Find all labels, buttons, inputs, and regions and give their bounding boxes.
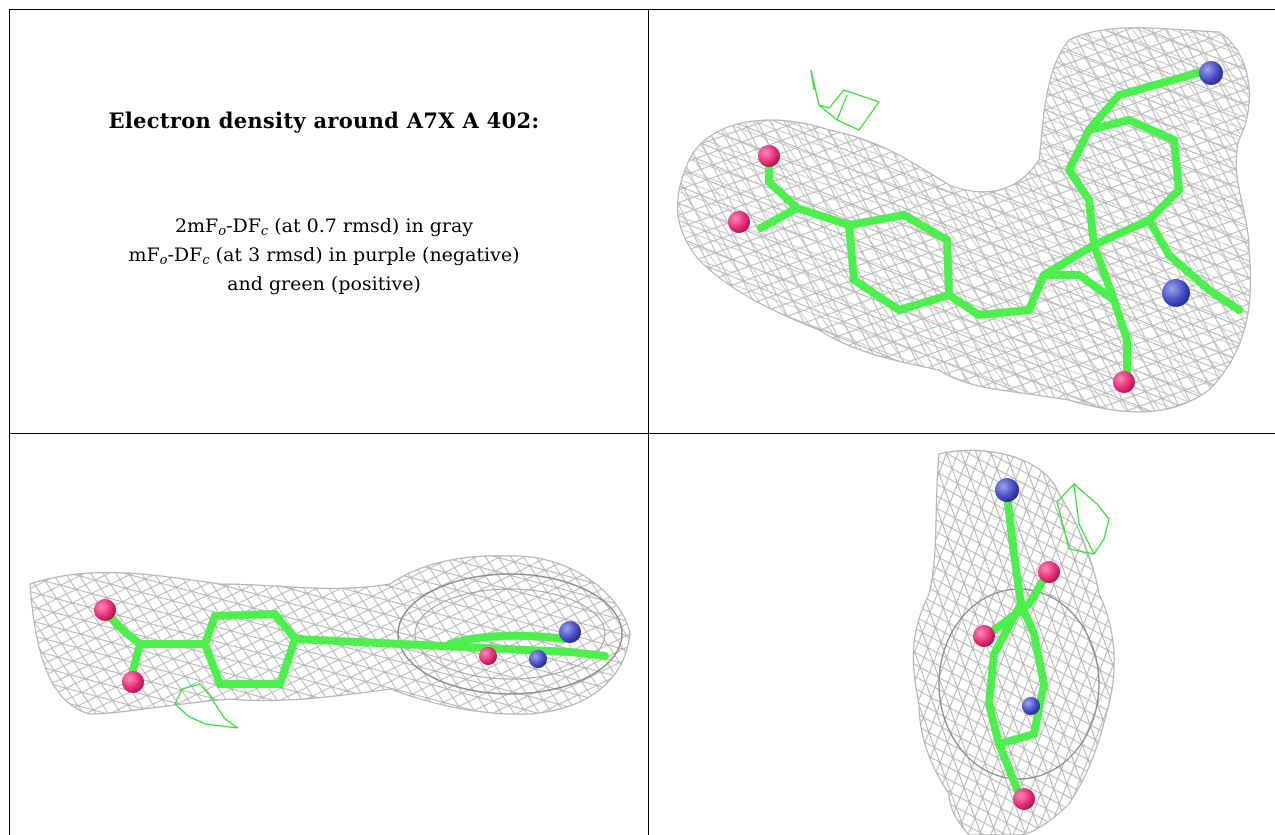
oxygen-atom bbox=[728, 211, 750, 233]
legend-line-colors: and green (positive) bbox=[227, 273, 421, 295]
grid-middle-divider bbox=[9, 433, 1275, 434]
gray-density-mesh bbox=[912, 449, 1115, 835]
ligand-sticks bbox=[984, 490, 1051, 798]
nitrogen-atom bbox=[995, 478, 1019, 502]
oxygen-atom bbox=[973, 625, 995, 647]
caption-legend: 2mFo-DFc (at 0.7 rmsd) in gray mFo-DFc (… bbox=[10, 212, 648, 299]
oxygen-atom bbox=[94, 599, 116, 621]
oxygen-atom bbox=[122, 671, 144, 693]
grid-center-divider bbox=[648, 9, 649, 835]
caption-cell: Electron density around A7X A 402: 2mFo-… bbox=[10, 10, 648, 433]
ligand-sticks bbox=[101, 608, 609, 688]
atoms bbox=[728, 61, 1223, 393]
grid-left-border bbox=[9, 9, 10, 835]
ligand-sticks bbox=[757, 66, 1243, 382]
oxygen-atom bbox=[1113, 371, 1135, 393]
nitrogen-atom bbox=[1162, 279, 1190, 307]
nitrogen-atom bbox=[1022, 697, 1040, 715]
green-positive-mesh bbox=[174, 683, 239, 729]
side-view-render bbox=[29, 555, 631, 729]
gray-density-mesh bbox=[29, 555, 631, 715]
oxygen-atom bbox=[1038, 561, 1060, 583]
nitrogen-atom bbox=[529, 650, 547, 668]
caption-title: Electron density around A7X A 402: bbox=[108, 108, 540, 133]
end-on-view-render bbox=[912, 449, 1115, 835]
density-panel-end-on bbox=[649, 434, 1275, 835]
oxygen-atom bbox=[758, 145, 780, 167]
grid-top-border bbox=[9, 9, 1275, 10]
density-panel-side bbox=[10, 434, 648, 835]
oxygen-atom bbox=[1013, 788, 1035, 810]
legend-line-2fo-dfc: 2mFo-DFc (at 0.7 rmsd) in gray bbox=[174, 215, 474, 239]
oxygen-atom bbox=[479, 647, 497, 665]
front-view-render bbox=[676, 27, 1252, 413]
nitrogen-atom bbox=[1199, 61, 1223, 85]
legend-line-fo-dfc: mFo-DFc (at 3 rmsd) in purple (negative) bbox=[128, 244, 520, 268]
green-positive-mesh bbox=[1056, 483, 1110, 555]
atoms bbox=[973, 478, 1060, 810]
atoms bbox=[94, 599, 581, 693]
nitrogen-atom bbox=[559, 621, 581, 643]
density-panel-front bbox=[649, 10, 1275, 433]
green-positive-mesh bbox=[810, 69, 881, 131]
